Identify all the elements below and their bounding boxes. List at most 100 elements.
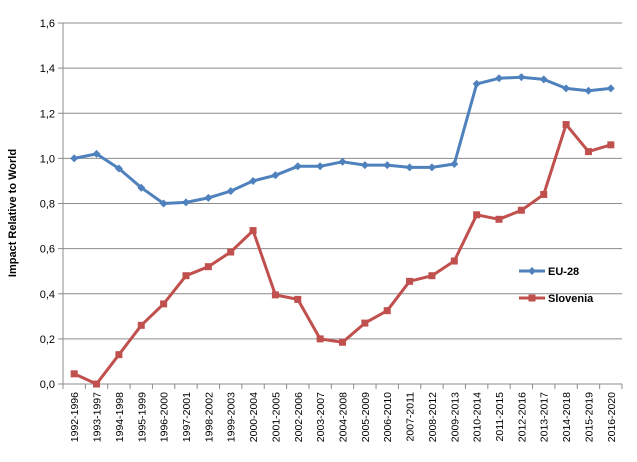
data-point [427, 163, 436, 172]
y-tick-label: 1,4 [40, 63, 55, 75]
data-point [450, 257, 458, 265]
data-point [271, 171, 280, 180]
data-point [360, 161, 369, 170]
data-point [339, 338, 346, 346]
x-tick-label: 2013-2017 [539, 392, 551, 442]
x-tick-label: 1995-1999 [136, 392, 148, 442]
data-point [495, 215, 503, 223]
legend: EU-28 Slovenia [519, 266, 594, 305]
data-point [271, 291, 279, 299]
data-point [406, 277, 414, 285]
y-tick-label: 1,6 [40, 18, 55, 30]
legend-marker [528, 294, 536, 302]
x-tick-label: 2011-2015 [494, 392, 506, 442]
y-tick-label: 1,2 [40, 108, 55, 120]
series-group [70, 73, 615, 388]
y-tick-label: 0,6 [40, 244, 55, 256]
x-tick-label: 2001-2005 [270, 392, 282, 442]
y-tick-label: 0,8 [40, 199, 55, 211]
data-point [227, 248, 235, 256]
data-point [517, 206, 525, 214]
x-tick-label: 2012-2016 [516, 392, 528, 442]
data-point [562, 121, 570, 129]
data-point [316, 162, 325, 171]
x-tick-label: 1998-2002 [203, 392, 215, 442]
x-tick-label: 2014-2018 [561, 392, 573, 442]
x-tick-label: 2004-2008 [338, 392, 350, 442]
data-point [472, 79, 481, 88]
data-point [383, 161, 392, 170]
data-point [338, 157, 347, 166]
series-eu-28 [70, 73, 615, 208]
data-point [405, 163, 414, 172]
data-point [584, 86, 593, 95]
data-point [606, 84, 615, 93]
data-point [562, 84, 571, 93]
data-point [361, 319, 369, 327]
data-point [249, 227, 257, 235]
y-tick-label: 0,2 [40, 334, 55, 346]
data-point [115, 351, 123, 359]
data-point [204, 263, 212, 271]
x-tick-label: 1997-2001 [181, 392, 193, 442]
data-point [226, 187, 235, 196]
data-point [93, 380, 101, 388]
x-tick-label: 2009-2013 [449, 392, 461, 442]
x-tick-label: 1993-1997 [92, 392, 104, 442]
data-point [182, 272, 190, 280]
data-point [204, 193, 213, 202]
data-point [181, 198, 190, 207]
data-point [159, 199, 168, 208]
legend-label: EU-28 [548, 266, 579, 278]
y-tick-label: 1,0 [40, 153, 55, 165]
axes [62, 23, 623, 389]
data-point [114, 164, 123, 173]
legend-marker [528, 267, 536, 275]
x-tick-label: 2003-2007 [315, 392, 327, 442]
data-point [70, 370, 78, 378]
x-tick-label: 2016-2020 [606, 392, 618, 442]
data-point [160, 300, 168, 308]
x-tick-label: 2005-2009 [360, 392, 372, 442]
data-point [450, 160, 459, 169]
x-tick-label: 2007-2011 [405, 392, 417, 442]
data-point [428, 272, 436, 280]
x-tick-label: 1994-1998 [114, 392, 126, 442]
x-tick-label: 2015-2019 [583, 392, 595, 442]
data-point [517, 73, 526, 82]
data-point [540, 190, 548, 198]
series-slovenia [70, 121, 615, 388]
x-tick-label: 2000-2004 [248, 392, 260, 442]
data-point [92, 149, 101, 158]
x-tick-label: 2002-2006 [293, 392, 305, 442]
x-tick-labels: 1992-1996 1993-1997 1994-1998 1995-1999 1996… [69, 392, 618, 442]
x-tick-label: 2008-2012 [427, 392, 439, 442]
data-point [316, 335, 324, 343]
legend-label: Slovenia [548, 293, 594, 305]
data-point [607, 141, 615, 149]
data-point [383, 307, 391, 315]
x-tick-label: 1992-1996 [69, 392, 81, 442]
data-point [294, 295, 302, 303]
data-point [70, 154, 79, 163]
data-point [137, 183, 146, 192]
series-line [73, 75, 611, 205]
y-tick-label: 0,4 [40, 289, 55, 301]
data-point [137, 321, 145, 329]
y-axis-title: Impact Relative to World [7, 149, 19, 277]
x-tick-label: 2006-2010 [382, 392, 394, 442]
data-point [249, 176, 258, 185]
data-point [539, 75, 548, 84]
gridlines [58, 22, 622, 385]
data-point [473, 211, 481, 219]
y-tick-label: 0,0 [40, 379, 55, 391]
x-tick-label: 1996-2000 [159, 392, 171, 442]
data-point [495, 74, 504, 83]
y-tick-labels: 0,0 0,2 0,4 0,6 0,8 1,0 1,2 1,4 1,6 [40, 18, 55, 391]
x-tick-label: 1999-2003 [226, 392, 238, 442]
data-point [584, 148, 592, 156]
x-tick-label: 2010-2014 [472, 392, 484, 442]
data-point [293, 162, 302, 171]
